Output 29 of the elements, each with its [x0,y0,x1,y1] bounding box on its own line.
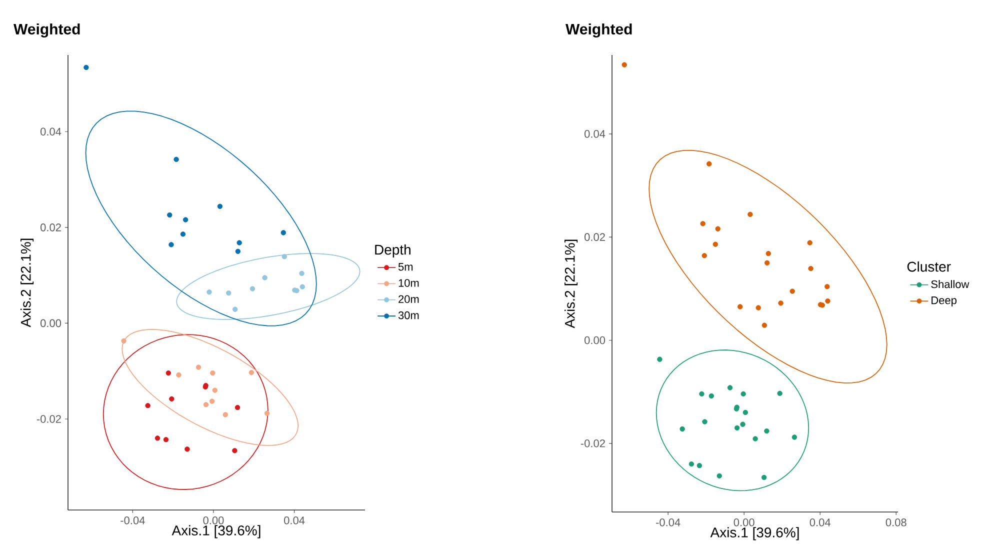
legend-label: 30m [398,311,419,320]
y-axis-title: Axis.2 [22.1%] [564,240,578,328]
y-tick-label: 0.04 [584,130,606,138]
x-tick-label: 0.00 [203,516,224,524]
x-axis-title: Axis.1 [39.6%] [710,527,799,540]
legend-label: 10m [398,279,419,287]
x-tick-label: 0.04 [284,516,305,524]
x-tick-label: -0.04 [120,516,145,524]
y-tick-label: 0.02 [40,224,61,232]
x-tick-label: 0.00 [734,518,754,526]
y-tick-label: 0.00 [40,319,62,328]
legend-label: 5m [398,263,413,271]
legend-label: 20m [398,295,419,304]
chart-title: Weighted [566,23,632,38]
y-tick-label: 0.04 [40,128,62,136]
y-tick-label: -0.02 [36,415,61,423]
y-tick-label: 0.00 [584,336,606,344]
x-axis-title: Axis.1 [39.6%] [172,525,260,538]
y-tick-label: 0.02 [584,233,605,241]
legend-title: Cluster [907,261,951,272]
legend-label: Deep [932,296,957,306]
chart-title: Weighted [14,23,80,38]
x-tick-label: 0.04 [810,518,830,526]
legend-title: Depth [375,244,410,258]
y-axis-title: Axis.2 [22.1%] [20,238,34,328]
legend-label: Shallow [931,280,970,288]
x-tick-label: -0.04 [656,518,680,526]
x-tick-label: 0.08 [886,518,906,526]
y-tick-label: -0.02 [580,439,605,448]
